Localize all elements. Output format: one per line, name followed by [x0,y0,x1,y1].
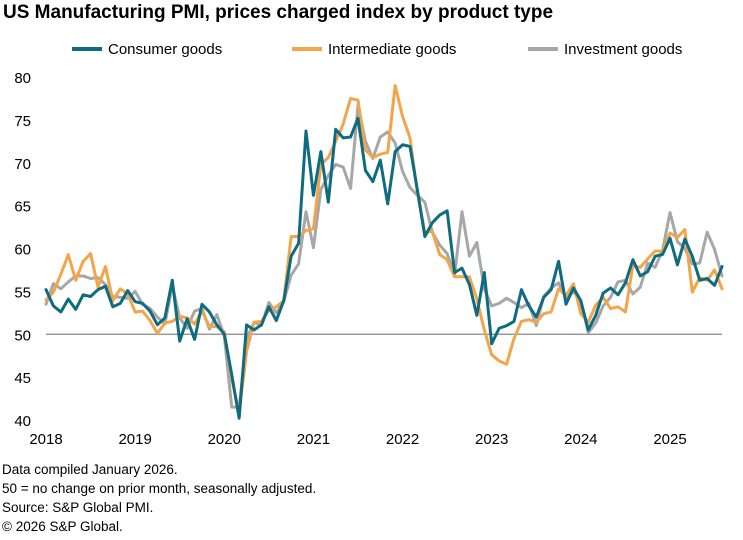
chart-legend: Consumer goods Intermediate goods Invest… [0,38,743,60]
legend-swatch-intermediate-goods [292,47,322,51]
x-tick-label: 2025 [653,431,686,448]
legend-item-consumer-goods: Consumer goods [72,38,222,60]
x-tick-label: 2024 [564,431,597,448]
y-tick-label: 55 [14,284,31,301]
y-tick-label: 65 [14,199,31,216]
series-line-investment-goods [44,103,724,409]
y-tick-label: 40 [14,413,31,430]
note-data-compiled: Data compiled January 2026. [2,462,178,477]
legend-swatch-investment-goods [528,47,558,51]
y-tick-label: 75 [14,113,31,130]
x-tick-label: 2018 [29,431,62,448]
legend-label-intermediate-goods: Intermediate goods [328,40,457,58]
note-source: Source: S&P Global PMI. [2,500,154,515]
chart-title: US Manufacturing PMI, prices charged ind… [3,2,554,23]
note-methodology: 50 = no change on prior month, seasonall… [2,481,317,496]
y-tick-label: 60 [14,242,31,259]
legend-swatch-consumer-goods [72,47,102,51]
chart-notes: Data compiled January 2026. 50 = no chan… [2,460,316,536]
y-tick-label: 80 [14,70,31,87]
series-line-intermediate-goods [44,84,724,415]
legend-label-consumer-goods: Consumer goods [108,40,223,58]
x-tick-label: 2020 [208,431,241,448]
legend-item-investment-goods: Investment goods [528,38,682,60]
x-tick-label: 2023 [475,431,508,448]
x-tick-label: 2019 [118,431,151,448]
x-tick-label: 2022 [386,431,419,448]
series-line-consumer-goods [44,116,724,420]
legend-label-investment-goods: Investment goods [564,40,683,58]
x-tick-label: 2021 [297,431,330,448]
y-tick-label: 70 [14,156,31,173]
legend-item-intermediate-goods: Intermediate goods [292,38,456,60]
note-copyright: © 2026 S&P Global. [2,519,123,534]
line-chart: 40 45 50 55 60 65 70 75 80 2018 2019 2020 2021 2022 20… [14,70,724,448]
y-tick-label: 50 [14,327,31,344]
y-tick-label: 45 [14,370,31,387]
